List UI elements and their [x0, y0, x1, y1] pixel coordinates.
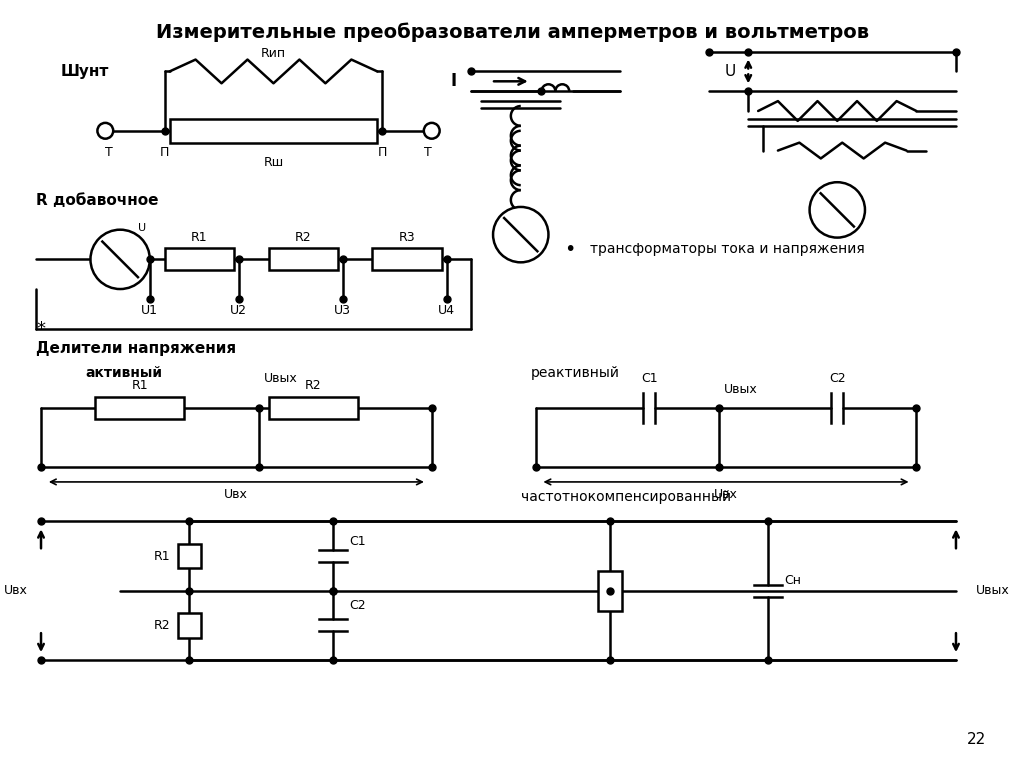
Text: •: • [564, 240, 575, 259]
Text: Uвых: Uвых [724, 383, 758, 396]
Bar [177, 613, 202, 637]
Text: П: П [378, 146, 387, 159]
Text: активный: активный [86, 366, 163, 380]
Text: Uвых: Uвых [976, 584, 1010, 598]
Circle shape [424, 123, 439, 139]
Text: R2: R2 [305, 379, 322, 392]
Text: Uвх: Uвх [4, 584, 29, 598]
Text: реактивный: реактивный [530, 366, 620, 380]
Text: R1: R1 [190, 231, 208, 244]
Bar [268, 249, 338, 270]
Bar [165, 249, 233, 270]
Text: Делители напряжения: Делители напряжения [36, 341, 237, 356]
Text: П: П [160, 146, 169, 159]
Text: R добавочное: R добавочное [36, 193, 159, 207]
Text: Rип: Rип [261, 47, 286, 60]
Text: U3: U3 [334, 304, 351, 317]
Text: C2: C2 [349, 599, 366, 612]
Bar [170, 119, 377, 143]
Text: Шунт: Шунт [60, 64, 110, 79]
Text: Uвх: Uвх [224, 488, 248, 502]
Text: *: * [37, 319, 45, 338]
Text: Rн: Rн [603, 574, 621, 588]
Text: I: I [451, 72, 457, 91]
Text: U4: U4 [438, 304, 455, 317]
Text: U2: U2 [230, 304, 248, 317]
Circle shape [90, 230, 150, 289]
Text: U1: U1 [141, 304, 159, 317]
Text: R2: R2 [154, 619, 170, 632]
Bar [598, 571, 622, 611]
Text: 22: 22 [967, 732, 986, 746]
Text: U: U [725, 64, 736, 79]
Bar [268, 397, 357, 419]
Text: R1: R1 [154, 550, 170, 563]
Bar [95, 397, 184, 419]
Text: C1: C1 [641, 372, 657, 385]
Text: Uвых: Uвых [263, 372, 297, 385]
Text: R1: R1 [132, 379, 148, 392]
Text: Т: Т [105, 146, 113, 159]
Bar [373, 249, 441, 270]
Circle shape [810, 182, 865, 237]
Text: трансформаторы тока и напряжения: трансформаторы тока и напряжения [590, 243, 864, 257]
Circle shape [493, 207, 549, 263]
Bar [177, 544, 202, 568]
Text: R3: R3 [398, 231, 416, 244]
Circle shape [97, 123, 114, 139]
Text: Т: Т [424, 146, 432, 159]
Text: Uвх: Uвх [714, 488, 737, 502]
Text: частотнокомпенсированный: частотнокомпенсированный [521, 490, 731, 504]
Text: Rш: Rш [263, 156, 284, 169]
Text: C1: C1 [349, 535, 366, 548]
Text: C2: C2 [829, 372, 846, 385]
Text: U: U [138, 223, 146, 233]
Text: R2: R2 [295, 231, 311, 244]
Text: Cн: Cн [784, 574, 801, 588]
Text: Измерительные преобразователи амперметров и вольтметров: Измерительные преобразователи амперметро… [157, 22, 869, 41]
